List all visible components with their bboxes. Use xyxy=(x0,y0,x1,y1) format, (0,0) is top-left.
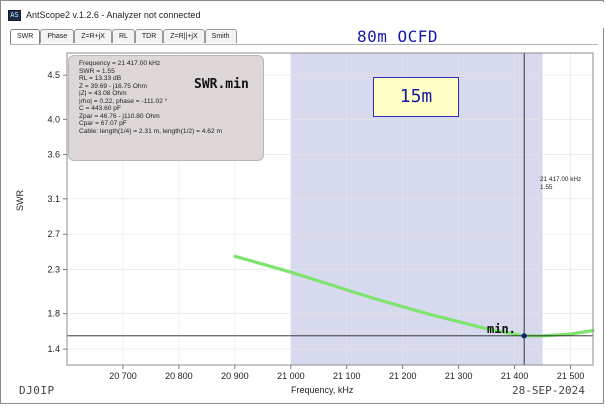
y-tick-label: 1.8 xyxy=(47,309,60,319)
x-tick-label: 21 000 xyxy=(277,371,305,381)
info-rho: |rho| = 0.22, phase = -111.02 ° xyxy=(79,97,168,105)
tab-z-series[interactable]: Z=R+jX xyxy=(74,29,112,43)
y-tick-label: 4.5 xyxy=(47,70,60,80)
cursor-readout: 21 417.00 kHz 1.55 xyxy=(540,176,581,192)
swr-min-annotation: SWR.min xyxy=(194,77,249,92)
measurement-info-box: Frequency = 21 417.00 kHz SWR = 1.55 RL … xyxy=(68,55,264,161)
y-tick-label: 3.6 xyxy=(47,150,60,160)
y-tick-label: 2.7 xyxy=(47,229,60,239)
tab-rl[interactable]: RL xyxy=(111,29,135,43)
window-title: AntScope2 v.1.2.6 - Analyzer not connect… xyxy=(26,10,201,20)
x-tick-label: 20 900 xyxy=(221,371,249,381)
document-title: 80m OCFD xyxy=(357,27,439,46)
x-tick-label: 21 400 xyxy=(501,371,529,381)
author-callsign: DJ0IP xyxy=(19,384,55,397)
y-axis-label: SWR xyxy=(15,190,25,211)
cursor-swr: 1.55 xyxy=(540,184,553,191)
x-axis-label: Frequency, kHz xyxy=(291,385,354,395)
tab-smith[interactable]: Smith xyxy=(204,29,237,43)
info-frequency: Frequency = 21 417.00 kHz xyxy=(79,60,161,67)
info-zpar: Zpar = 46.76 - j110.80 Ohm xyxy=(79,112,160,120)
y-tick-label: 4.0 xyxy=(47,114,60,124)
chart-tabs: SWR Phase Z=R+jX RL TDR Z=R||+jX Smith xyxy=(10,29,237,44)
info-swr: SWR = 1.55 xyxy=(79,67,115,75)
tab-phase[interactable]: Phase xyxy=(40,29,75,43)
y-tick-label: 3.1 xyxy=(47,194,60,204)
title-bar: AS AntScope2 v.1.2.6 - Analyzer not conn… xyxy=(2,2,604,28)
info-cable: Cable: length(1/4) = 2.31 m, length(1/2)… xyxy=(79,127,222,135)
tab-divider xyxy=(10,44,598,45)
plot-border xyxy=(66,52,594,366)
info-z: Z = 39.69 - j16.75 Ohm xyxy=(79,82,147,90)
min-annotation: min. xyxy=(487,322,516,336)
x-tick-label: 20 700 xyxy=(109,371,137,381)
info-c: C = 443.60 pF xyxy=(79,105,121,112)
band-label-box: 15m xyxy=(373,77,459,117)
cursor-marker xyxy=(521,333,527,339)
x-tick-label: 21 100 xyxy=(333,371,361,381)
y-tick-label: 2.3 xyxy=(47,265,60,275)
x-tick-label: 21 200 xyxy=(389,371,417,381)
cursor-frequency: 21 417.00 kHz xyxy=(540,176,582,183)
y-tick-label: 1.4 xyxy=(47,344,60,354)
tab-swr[interactable]: SWR xyxy=(10,29,41,44)
x-tick-label: 21 300 xyxy=(445,371,473,381)
x-tick-label: 21 500 xyxy=(557,371,585,381)
app-logo-icon: AS xyxy=(8,9,21,21)
tab-tdr[interactable]: TDR xyxy=(134,29,164,43)
tab-z-parallel[interactable]: Z=R||+jX xyxy=(163,29,205,43)
x-tick-label: 20 800 xyxy=(165,371,193,381)
date-stamp: 28-SEP-2024 xyxy=(512,384,585,397)
info-rl: RL = 13.33 dB xyxy=(79,75,122,82)
info-cpar: Cpar = 67.07 pF xyxy=(79,120,127,127)
info-z-magnitude: |Z| = 43.08 Ohm xyxy=(79,90,127,97)
